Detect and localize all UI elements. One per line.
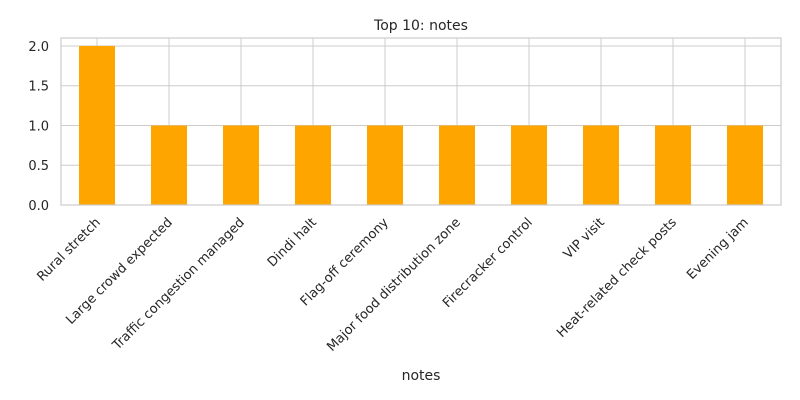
x-tick-label: Dindi halt [265,215,320,270]
y-tick-labels: 0.0 0.5 1.0 1.5 2.0 [28,40,49,214]
y-tick-label: 0.0 [28,199,49,214]
x-tick-label: Evening jam [684,215,752,283]
plot-frame [60,37,782,206]
bar [223,125,259,205]
bar [583,125,619,205]
bar [511,125,547,205]
x-tick-label: Rural stretch [34,215,103,284]
bar [655,125,691,205]
bar-layer [79,45,763,206]
x-tick-label: VIP visit [561,215,608,262]
x-tick-label: Traffic congestion managed [109,215,248,354]
bar [79,45,115,206]
bar [295,125,331,205]
x-tick-label: Heat-related check posts [554,215,680,341]
x-tick-label: Major food distribution zone [324,215,464,355]
bar [367,125,403,205]
bar [727,125,763,205]
bar [151,125,187,205]
chart-title: Top 10: notes [373,18,468,34]
y-tick-label: 0.5 [28,159,49,174]
y-tick-label: 1.5 [28,80,49,95]
y-tick-label: 2.0 [28,40,49,55]
y-tick-label: 1.0 [28,119,49,134]
x-axis-label: notes [402,368,441,384]
bar [439,125,475,205]
